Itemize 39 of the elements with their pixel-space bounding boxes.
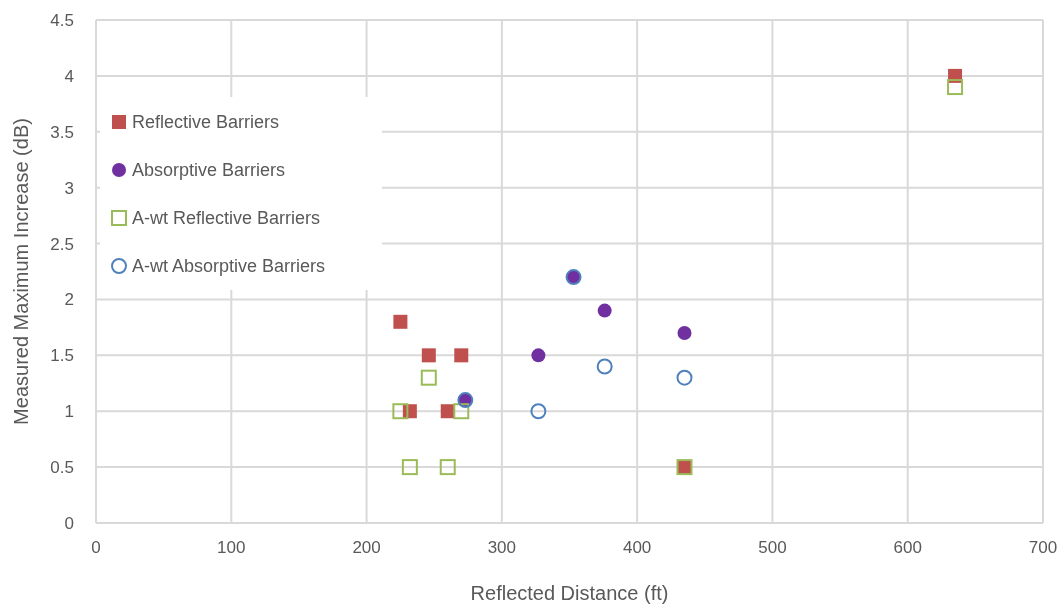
y-tick-label: 3 [64, 178, 74, 198]
y-tick-label: 3.5 [50, 122, 74, 142]
x-tick-label: 100 [217, 538, 246, 557]
x-tick-label: 0 [91, 538, 101, 557]
y-axis-title: Measured Maximum Increase (dB) [10, 118, 32, 425]
point [947, 79, 964, 96]
point [393, 314, 408, 329]
x-tick-label: 600 [893, 538, 922, 557]
x-axis-title: Reflected Distance (ft) [470, 582, 669, 604]
y-tick-label: 2 [64, 290, 74, 310]
legend-label: A-wt Absorptive Barriers [132, 256, 326, 276]
legend-label: Absorptive Barriers [132, 160, 286, 180]
point [421, 348, 436, 363]
y-tick-label: 0 [64, 514, 74, 533]
point [439, 459, 456, 476]
point [392, 403, 409, 420]
y-tick-label: 4 [64, 66, 74, 86]
x-tick-label: 400 [622, 538, 652, 557]
y-tick-label: 4.5 [50, 11, 74, 30]
legend-label: A-wt Reflective Barriers [132, 208, 321, 228]
x-tick-label: 500 [758, 538, 787, 557]
y-tick-label: 1.5 [50, 346, 74, 366]
point [530, 403, 547, 420]
y-tick-label: 1 [64, 402, 74, 422]
point [597, 303, 612, 318]
point [401, 459, 418, 476]
legend-label: Reflective Barriers [132, 112, 280, 132]
point [531, 348, 546, 363]
y-tick-label: 2.5 [50, 234, 74, 254]
point [676, 369, 693, 386]
x-tick-label: 700 [1028, 538, 1058, 557]
point [677, 325, 692, 340]
y-tick-label: 0.5 [50, 458, 74, 478]
point [453, 403, 470, 420]
point [420, 369, 437, 386]
x-tick-label: 200 [352, 538, 381, 557]
x-tick-label: 300 [487, 538, 517, 557]
point [454, 348, 469, 363]
point [596, 358, 613, 375]
